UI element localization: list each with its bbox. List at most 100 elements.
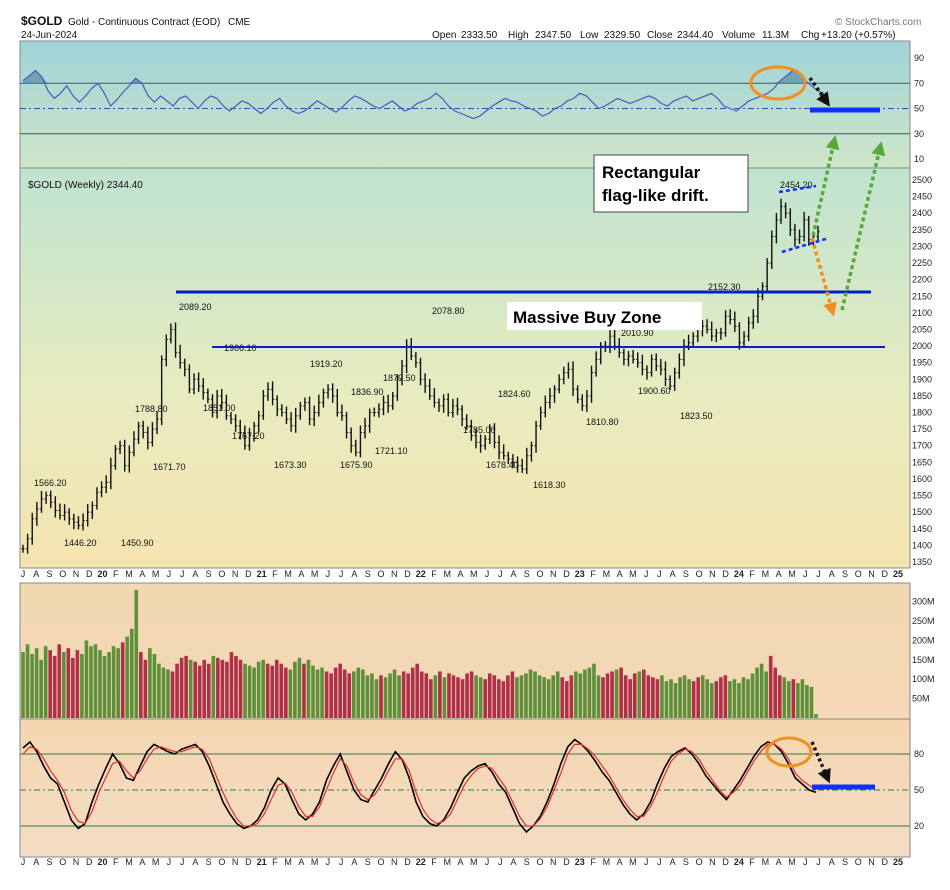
x-tick: J	[816, 569, 821, 579]
x-tick: J	[816, 857, 821, 867]
volume-bar	[157, 663, 161, 718]
volume-bar	[632, 673, 637, 718]
volume-bar	[746, 679, 750, 718]
rsi-highlight-circle	[749, 65, 807, 101]
x-tick: F	[431, 569, 437, 579]
x-tick: D	[722, 569, 729, 579]
x-tick: M	[788, 569, 796, 579]
x-tick: O	[537, 857, 544, 867]
price-y-tick: 2250	[912, 258, 932, 268]
chg-value: +13.20 (+0.57%)	[821, 30, 896, 41]
volume-bar	[392, 669, 397, 718]
x-tick: F	[272, 857, 278, 867]
volume-bar	[374, 679, 379, 718]
x-tick: A	[33, 857, 39, 867]
callout-line-1: Rectangular	[602, 163, 701, 182]
volume-bar	[814, 714, 818, 718]
volume-bar	[284, 667, 288, 718]
volume-bar	[601, 677, 605, 718]
volume-bar	[515, 677, 519, 718]
close-label: Close	[647, 30, 673, 41]
volume-bar	[497, 679, 501, 718]
x-tick: S	[206, 857, 212, 867]
x-tick: O	[59, 857, 66, 867]
price-annotation: 1566.20	[34, 478, 67, 488]
volume-bar	[365, 675, 370, 718]
callout-line-2: flag-like drift.	[602, 186, 709, 205]
rsi-y-tick: 50	[914, 104, 924, 114]
price-annotation: 1721.10	[375, 446, 408, 456]
volume-bar	[669, 679, 673, 718]
x-tick: D	[722, 857, 729, 867]
x-tick: D	[563, 857, 570, 867]
price-annotation: 2152.30	[708, 282, 741, 292]
price-annotation: 1836.90	[351, 387, 384, 397]
x-tick: N	[391, 569, 398, 579]
price-y-tick: 1650	[912, 457, 932, 467]
x-tick: O	[696, 857, 703, 867]
price-y-tick: 2500	[912, 175, 932, 185]
x-tick: M	[788, 857, 796, 867]
x-tick: 21	[257, 857, 267, 867]
price-annotation: 1919.20	[310, 359, 343, 369]
volume-bar	[728, 681, 732, 718]
x-tick: A	[298, 857, 304, 867]
price-annotation: 1810.80	[586, 417, 619, 427]
x-tick: S	[524, 857, 530, 867]
x-tick: 24	[734, 857, 744, 867]
volume-bar	[787, 681, 791, 718]
volume-value: 11.3M	[762, 30, 789, 41]
volume-bar	[152, 654, 157, 718]
volume-bar	[501, 681, 506, 718]
price-annotation: 2454.20	[780, 180, 813, 190]
x-tick: A	[351, 857, 357, 867]
x-tick: F	[590, 569, 596, 579]
price-y-tick: 1400	[912, 540, 932, 550]
x-tick: D	[404, 569, 411, 579]
x-tick: J	[326, 857, 331, 867]
price-annotation: 1671.70	[153, 462, 186, 472]
price-annotation: 1675.90	[340, 460, 373, 470]
x-tick: N	[709, 857, 716, 867]
volume-bar	[759, 663, 764, 718]
volume-bar	[465, 673, 469, 718]
x-tick: 21	[257, 569, 267, 579]
x-tick: M	[603, 569, 611, 579]
price-y-tick: 2000	[912, 341, 932, 351]
volume-bar	[197, 665, 202, 718]
x-tick: O	[696, 569, 703, 579]
volume-bar	[524, 673, 528, 718]
volume-bar	[655, 679, 660, 718]
x-tick: N	[550, 569, 557, 579]
volume-bar	[478, 677, 483, 718]
x-tick: A	[192, 569, 198, 579]
x-tick: M	[629, 857, 637, 867]
x-tick: O	[377, 569, 384, 579]
x-tick: J	[326, 569, 331, 579]
volume-bar	[596, 675, 601, 718]
x-tick: M	[762, 857, 770, 867]
volume-bar	[383, 677, 388, 718]
volume-bar	[664, 681, 669, 718]
volume-bar	[442, 677, 447, 718]
volume-bar	[34, 648, 39, 718]
x-tick: S	[365, 857, 371, 867]
volume-bar	[102, 655, 107, 718]
volume-bar	[243, 663, 247, 718]
volume-bar	[293, 661, 297, 718]
volume-bar	[605, 673, 610, 718]
x-tick: 25	[893, 569, 903, 579]
volume-y-tick: 100M	[912, 674, 935, 684]
volume-y-tick: 50M	[912, 694, 930, 704]
stoch-y-tick: 50	[914, 785, 924, 795]
x-tick: J	[485, 569, 490, 579]
x-tick: J	[803, 857, 808, 867]
volume-bar	[188, 659, 193, 718]
chg-label: Chg	[801, 30, 819, 41]
low-label: Low	[580, 30, 599, 41]
stochastics-panel	[19, 718, 911, 858]
exchange: CME	[228, 17, 251, 28]
x-tick: M	[470, 857, 478, 867]
volume-bar	[120, 642, 125, 718]
volume-bar	[537, 675, 542, 718]
